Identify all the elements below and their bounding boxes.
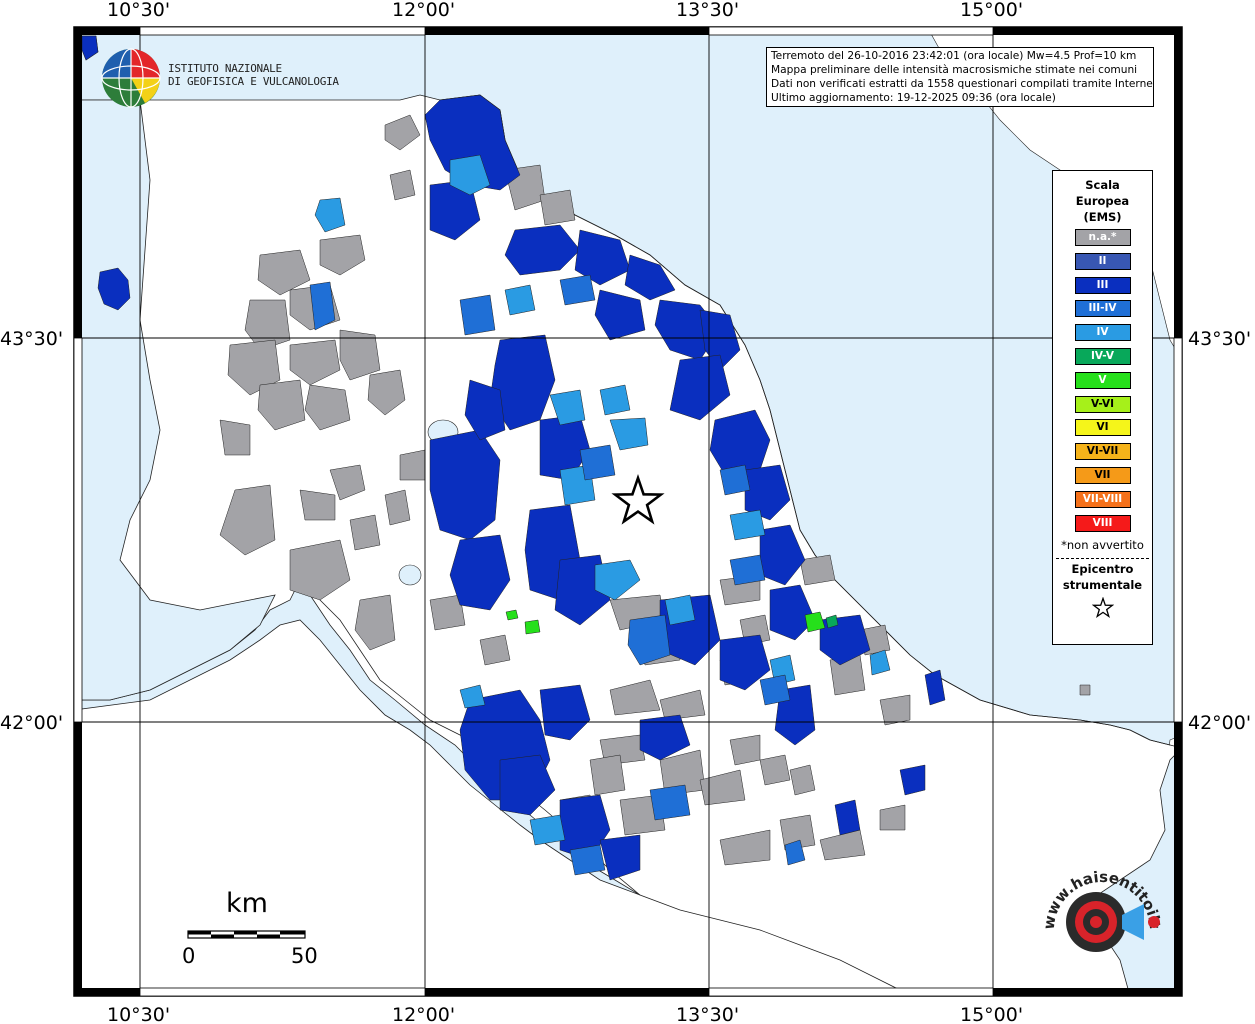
event-info-box: Terremoto del 26-10-2016 23:42:01 (ora l… [766,47,1154,107]
legend-item: V [1074,371,1131,389]
municipalities-IV [314,154,891,846]
lat-label-left-2: 42°00' [0,712,63,734]
hsit-logo: www.haisentitoilterremoto.it [1032,860,1164,952]
info-line-4: Ultimo aggiornamento: 19-12-2025 09:36 (… [771,92,1056,104]
lon-label-bottom-1: 10°30' [107,1004,170,1024]
legend-epicenter: Epicentro strumentale [1053,561,1152,593]
municipalities-III-IV [309,274,806,876]
legend-note: *non avvertito [1061,538,1144,553]
scale-bar [187,930,306,939]
legend-item: III [1074,276,1131,294]
legend-epi-1: Epicentro [1071,562,1134,577]
legend-title: Scala Europea (EMS) [1053,177,1152,225]
legend-item: VII [1074,466,1131,484]
legend-title-1: Scala [1085,178,1120,192]
intensity-legend: Scala Europea (EMS) n.a.* II III III-IV IV IV… [1052,170,1153,645]
map-frame [73,26,1183,997]
lat-label-left-1: 43°30' [0,328,63,350]
epicenter-star-icon [611,473,665,525]
legend-item: n.a.* [1074,229,1131,246]
municipalities-V [505,609,839,635]
lon-label-bottom-2: 12°00' [392,1004,455,1024]
scale-min: 0 [182,944,196,968]
lon-label-top-2: 12°00' [392,0,455,21]
coast-west-shape [73,99,276,701]
lat-label-right-1: 43°30' [1188,328,1251,350]
info-line-1: Terremoto del 26-10-2016 23:42:01 (ora l… [771,50,1137,62]
legend-item: VIII [1074,514,1131,532]
municipalities-III [81,35,946,881]
legend-item: VI [1074,419,1131,437]
lat-label-right-2: 42°00' [1188,712,1251,734]
scale-unit: km [226,888,268,919]
legend-item: V-VI [1074,395,1131,413]
lon-label-bottom-3: 13°30' [676,1004,739,1024]
legend-item: III-IV [1074,300,1131,318]
legend-item: II [1074,252,1131,270]
ingv-logo-text: ISTITUTO NAZIONALE DI GEOFISICA E VULCAN… [168,62,339,88]
tyrrhenian-sea [73,100,641,896]
legend-title-2: Europea [1075,194,1130,208]
legend-item: VII-VIII [1074,490,1131,508]
info-line-3: Dati non verificati estratti da 1558 que… [771,78,1154,90]
legend-epi-2: strumentale [1062,578,1143,593]
lon-label-top-4: 15°00' [960,0,1023,21]
legend-item: IV-V [1074,347,1131,365]
legend-title-3: (EMS) [1083,210,1122,224]
legend-item: VI-VII [1074,443,1131,461]
legend-items: n.a.* II III III-IV IV IV-V V V-VI VI VI-VII VII VI… [1053,229,1152,532]
lon-label-top-1: 10°30' [107,0,170,21]
legend-star-icon [1053,596,1152,623]
lon-label-top-3: 13°30' [676,0,739,21]
ingv-logo [101,48,161,108]
legend-item: IV [1074,324,1131,342]
ingv-line2: DI GEOFISICA E VULCANOLOGIA [168,75,339,88]
scale-max: 50 [291,944,318,968]
ingv-line1: ISTITUTO NAZIONALE [168,62,282,75]
lake-bolsena [398,564,422,586]
graticule [74,27,1182,996]
lon-label-bottom-4: 15°00' [960,1004,1023,1024]
info-line-2: Mappa preliminare delle intensità macros… [771,64,1138,76]
legend-separator [1056,558,1149,560]
